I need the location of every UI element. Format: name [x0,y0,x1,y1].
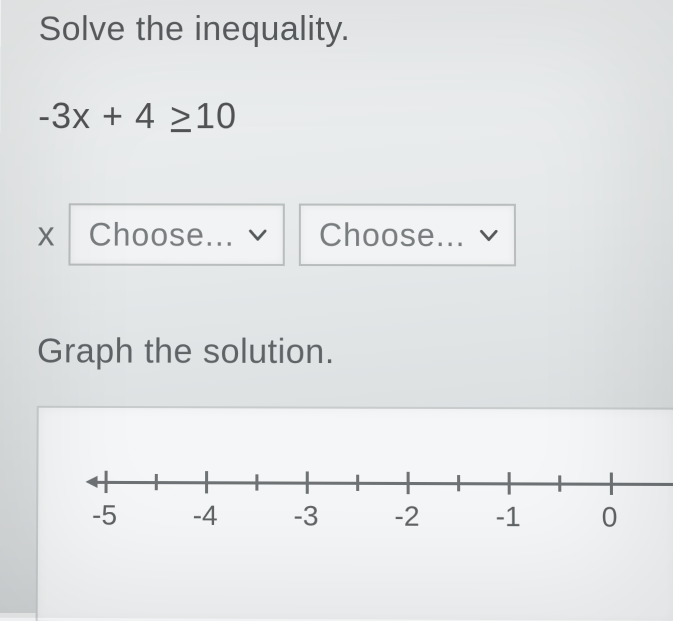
inequality-rhs: 10 [195,95,237,136]
tick-major [306,471,309,493]
tick-major [407,472,410,494]
tick-label: -5 [92,499,117,532]
answer-row: x Choose... Choose... [37,203,673,266]
number-line-axis [94,481,673,486]
tick-label: -1 [496,501,521,534]
value-select[interactable]: Choose... [299,204,516,267]
variable-label: x [38,215,55,254]
relation-select[interactable]: Choose... [68,203,284,266]
chevron-down-icon [247,224,269,246]
instruction-heading: Solve the inequality. [39,10,673,49]
tick-label: 0 [602,501,618,534]
tick-minor [256,474,259,490]
graph-heading: Graph the solution. [37,332,673,373]
tick-minor [155,474,158,490]
inequality-expression: -3x + 4 >10 [38,95,673,137]
chevron-down-icon [478,224,500,246]
relation-select-placeholder: Choose... [88,216,234,253]
number-line-graph[interactable]: -5 -4 -3 -2 -1 0 [36,406,673,621]
tick-label: -3 [293,500,318,533]
inequality-lhs: -3x + 4 [38,95,156,136]
geq-symbol: > [170,95,192,137]
tick-major [609,473,612,495]
value-select-placeholder: Choose... [319,216,466,254]
tick-major [508,472,511,494]
tick-major [105,471,108,493]
tick-minor [559,475,562,491]
tick-label: -2 [394,500,419,533]
tick-label: -4 [193,499,218,532]
tick-major [205,471,208,493]
tick-minor [356,475,359,491]
tick-minor [457,475,460,491]
